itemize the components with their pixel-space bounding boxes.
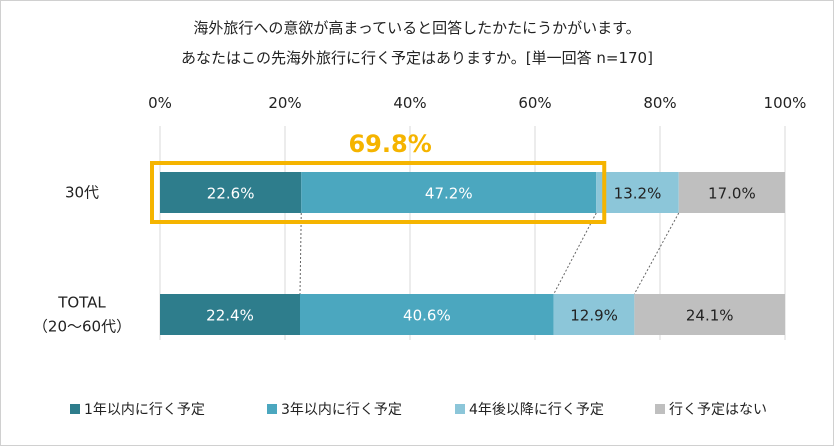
data-label: 17.0% bbox=[708, 185, 756, 203]
bar-segment bbox=[301, 172, 597, 213]
x-tick-label: 100% bbox=[764, 94, 807, 112]
chart-title-line: 海外旅行への意欲が高まっていると回答したかたにうかがいます。 bbox=[193, 19, 640, 37]
bar-segment bbox=[300, 294, 554, 335]
x-tick-label: 80% bbox=[643, 94, 676, 112]
connector-line bbox=[299, 212, 302, 295]
bar-segment bbox=[160, 172, 302, 213]
x-tick-label: 60% bbox=[518, 94, 551, 112]
highlight-total-label: 69.8% bbox=[348, 130, 431, 158]
legend-label: 3年以内に行く予定 bbox=[281, 402, 402, 418]
data-label: 47.2% bbox=[425, 185, 473, 203]
data-label: 12.9% bbox=[570, 307, 618, 325]
bar-segment bbox=[596, 172, 679, 213]
category-label: （20～60代） bbox=[33, 318, 131, 336]
connector-line bbox=[553, 212, 597, 295]
x-tick-label: 40% bbox=[393, 94, 426, 112]
legend-swatch bbox=[455, 404, 465, 414]
bar-segment bbox=[678, 172, 785, 213]
connector-line bbox=[633, 212, 680, 295]
highlight-box bbox=[150, 161, 607, 224]
x-tick-label: 20% bbox=[268, 94, 301, 112]
category-label: 30代 bbox=[65, 184, 99, 202]
legend-label: 1年以内に行く予定 bbox=[84, 402, 205, 418]
bar-segment bbox=[553, 294, 635, 335]
legend-swatch bbox=[267, 404, 277, 414]
chart-title-line: あなたはこの先海外旅行に行く予定はありますか。[単一回答 n=170] bbox=[181, 49, 653, 67]
data-label: 24.1% bbox=[686, 307, 734, 325]
x-tick-label: 0% bbox=[148, 94, 172, 112]
bar-segment bbox=[634, 294, 785, 335]
data-label: 13.2% bbox=[614, 185, 662, 203]
legend-swatch bbox=[70, 404, 80, 414]
data-label: 22.4% bbox=[206, 307, 254, 325]
data-label: 40.6% bbox=[403, 307, 451, 325]
legend-swatch bbox=[655, 404, 665, 414]
legend-label: 4年後以降に行く予定 bbox=[469, 402, 604, 418]
data-label: 22.6% bbox=[207, 185, 255, 203]
category-label: TOTAL bbox=[57, 294, 106, 312]
bar-segment bbox=[160, 294, 300, 335]
legend-label: 行く予定はない bbox=[669, 402, 767, 418]
